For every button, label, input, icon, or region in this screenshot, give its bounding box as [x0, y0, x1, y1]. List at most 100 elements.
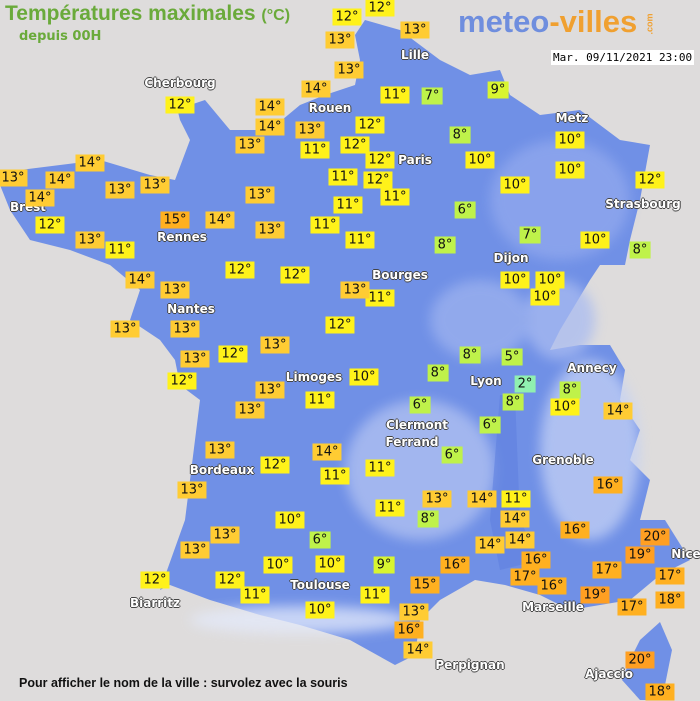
temperature-marker[interactable]: 14° — [475, 536, 505, 554]
temperature-marker[interactable]: 12° — [215, 571, 245, 589]
temperature-marker[interactable]: 14° — [75, 154, 105, 172]
temperature-marker[interactable]: 12° — [332, 8, 362, 26]
temperature-marker[interactable]: 13° — [210, 526, 240, 544]
temperature-marker[interactable]: 16° — [537, 577, 567, 595]
temperature-marker[interactable]: 2° — [514, 375, 536, 393]
temperature-marker[interactable]: 13° — [180, 350, 210, 368]
temperature-marker[interactable]: 10° — [465, 151, 495, 169]
temperature-marker[interactable]: 8° — [434, 236, 456, 254]
temperature-marker[interactable]: 8° — [427, 364, 449, 382]
temperature-marker[interactable]: 14° — [500, 510, 530, 528]
temperature-marker[interactable]: 12° — [280, 266, 310, 284]
temperature-marker[interactable]: 6° — [409, 396, 431, 414]
temperature-marker[interactable]: 14° — [467, 490, 497, 508]
temperature-marker[interactable]: 13° — [105, 181, 135, 199]
temperature-marker[interactable]: 14° — [403, 641, 433, 659]
temperature-marker[interactable]: 6° — [441, 446, 463, 464]
temperature-marker[interactable]: 10° — [500, 271, 530, 289]
temperature-marker[interactable]: 14° — [505, 531, 535, 549]
temperature-marker[interactable]: 14° — [125, 271, 155, 289]
temperature-marker[interactable]: 16° — [593, 476, 623, 494]
temperature-marker[interactable]: 11° — [328, 168, 358, 186]
temperature-marker[interactable]: 13° — [180, 541, 210, 559]
temperature-marker[interactable]: 16° — [560, 521, 590, 539]
temperature-marker[interactable]: 13° — [255, 381, 285, 399]
temperature-marker[interactable]: 12° — [365, 0, 395, 17]
temperature-marker[interactable]: 11° — [300, 141, 330, 159]
temperature-marker[interactable]: 14° — [255, 98, 285, 116]
temperature-marker[interactable]: 13° — [340, 281, 370, 299]
temperature-marker[interactable]: 16° — [394, 621, 424, 639]
temperature-marker[interactable]: 11° — [305, 391, 335, 409]
temperature-marker[interactable]: 8° — [559, 381, 581, 399]
temperature-marker[interactable]: 8° — [459, 346, 481, 364]
temperature-marker[interactable]: 10° — [263, 556, 293, 574]
temperature-marker[interactable]: 6° — [309, 531, 331, 549]
temperature-marker[interactable]: 8° — [449, 126, 471, 144]
temperature-marker[interactable]: 10° — [555, 161, 585, 179]
temperature-marker[interactable]: 12° — [140, 571, 170, 589]
temperature-marker[interactable]: 6° — [479, 416, 501, 434]
temperature-marker[interactable]: 20° — [640, 528, 670, 546]
temperature-marker[interactable]: 11° — [105, 241, 135, 259]
temperature-marker[interactable]: 14° — [312, 443, 342, 461]
temperature-marker[interactable]: 11° — [360, 586, 390, 604]
temperature-marker[interactable]: 9° — [487, 81, 509, 99]
temperature-marker[interactable]: 13° — [140, 176, 170, 194]
temperature-marker[interactable]: 14° — [25, 189, 55, 207]
meteo-villes-logo[interactable]: meteo-villes .com — [458, 4, 660, 40]
temperature-marker[interactable]: 11° — [380, 86, 410, 104]
temperature-marker[interactable]: 16° — [440, 556, 470, 574]
temperature-marker[interactable]: 8° — [417, 510, 439, 528]
temperature-marker[interactable]: 17° — [510, 568, 540, 586]
temperature-marker[interactable]: 18° — [655, 591, 685, 609]
temperature-marker[interactable]: 12° — [35, 216, 65, 234]
temperature-marker[interactable]: 10° — [349, 368, 379, 386]
temperature-marker[interactable]: 12° — [340, 136, 370, 154]
temperature-marker[interactable]: 8° — [502, 393, 524, 411]
temperature-marker[interactable]: 13° — [260, 336, 290, 354]
temperature-marker[interactable]: 5° — [501, 348, 523, 366]
temperature-marker[interactable]: 15° — [160, 211, 190, 229]
temperature-marker[interactable]: 13° — [177, 481, 207, 499]
temperature-marker[interactable]: 10° — [275, 511, 305, 529]
temperature-marker[interactable]: 19° — [625, 546, 655, 564]
temperature-marker[interactable]: 11° — [365, 459, 395, 477]
temperature-marker[interactable]: 12° — [165, 96, 195, 114]
temperature-marker[interactable]: 18° — [645, 683, 675, 701]
temperature-marker[interactable]: 13° — [235, 401, 265, 419]
temperature-marker[interactable]: 12° — [355, 116, 385, 134]
temperature-marker[interactable]: 6° — [454, 201, 476, 219]
temperature-marker[interactable]: 13° — [295, 121, 325, 139]
temperature-marker[interactable]: 10° — [555, 131, 585, 149]
temperature-marker[interactable]: 13° — [422, 490, 452, 508]
temperature-marker[interactable]: 12° — [325, 316, 355, 334]
temperature-marker[interactable]: 12° — [225, 261, 255, 279]
temperature-marker[interactable]: 10° — [530, 288, 560, 306]
temperature-marker[interactable]: 10° — [580, 231, 610, 249]
temperature-marker[interactable]: 10° — [535, 271, 565, 289]
temperature-marker[interactable]: 13° — [160, 281, 190, 299]
temperature-marker[interactable]: 13° — [399, 603, 429, 621]
temperature-marker[interactable]: 10° — [550, 398, 580, 416]
temperature-marker[interactable]: 13° — [400, 21, 430, 39]
temperature-marker[interactable]: 10° — [315, 555, 345, 573]
temperature-marker[interactable]: 12° — [635, 171, 665, 189]
temperature-marker[interactable]: 20° — [625, 651, 655, 669]
temperature-marker[interactable]: 15° — [410, 576, 440, 594]
temperature-marker[interactable]: 12° — [260, 456, 290, 474]
temperature-marker[interactable]: 14° — [255, 118, 285, 136]
temperature-marker[interactable]: 11° — [380, 188, 410, 206]
temperature-marker[interactable]: 13° — [255, 221, 285, 239]
temperature-marker[interactable]: 19° — [580, 586, 610, 604]
temperature-marker[interactable]: 8° — [629, 241, 651, 259]
temperature-marker[interactable]: 11° — [501, 490, 531, 508]
temperature-marker[interactable]: 12° — [363, 171, 393, 189]
temperature-marker[interactable]: 12° — [218, 345, 248, 363]
temperature-marker[interactable]: 7° — [519, 226, 541, 244]
temperature-marker[interactable]: 11° — [310, 216, 340, 234]
temperature-marker[interactable]: 11° — [375, 499, 405, 517]
temperature-marker[interactable]: 16° — [521, 551, 551, 569]
temperature-marker[interactable]: 17° — [617, 598, 647, 616]
temperature-marker[interactable]: 13° — [235, 136, 265, 154]
